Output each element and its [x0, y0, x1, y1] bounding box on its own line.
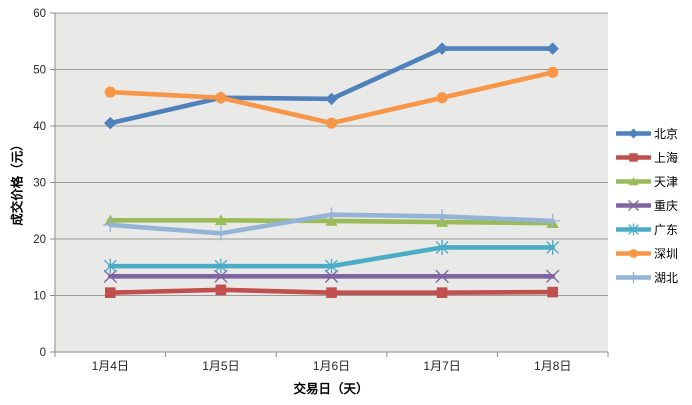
series-5-marker-0 [104, 86, 116, 98]
legend-marker-plus [627, 271, 640, 283]
series-1-marker-3 [436, 287, 448, 298]
y-tick-label-50: 50 [33, 65, 46, 77]
series-4-marker-3 [435, 239, 449, 256]
legend-item-5: 深圳 [616, 241, 678, 265]
series-3-marker-2 [324, 269, 339, 283]
legend-swatch [616, 271, 651, 283]
x-category-label-2: 1月6日 [313, 359, 350, 373]
legend-marker-square [629, 152, 638, 162]
legend-item-1: 上海 [616, 145, 678, 169]
legend-swatch [616, 128, 651, 138]
series-0-marker-0 [104, 116, 117, 130]
series-1-marker-2 [326, 287, 337, 298]
x-category-label-1: 1月5日 [202, 359, 239, 373]
x-category-label-0: 1月4日 [92, 359, 129, 373]
series-0-marker-3 [435, 42, 449, 55]
legend-marker-triangle [628, 176, 639, 185]
series-4-marker-0 [104, 258, 117, 274]
series-3-marker-3 [435, 269, 449, 283]
y-tick-label-10: 10 [33, 291, 46, 303]
legend-label: 重庆 [654, 198, 679, 213]
legend-item-2: 天津 [616, 169, 678, 193]
series-3-marker-0 [103, 269, 117, 283]
legend-label: 上海 [654, 150, 679, 165]
series-0-marker-2 [325, 92, 338, 106]
legend-label: 北京 [654, 126, 679, 141]
y-tick-label-60: 60 [33, 8, 46, 20]
y-tick-label-30: 30 [33, 178, 46, 190]
series-2-marker-1 [214, 214, 227, 226]
legend-swatch [616, 222, 651, 236]
series-1-marker-4 [547, 286, 558, 298]
legend-item-4: 广东 [616, 217, 678, 241]
series-4-marker-1 [214, 258, 228, 274]
y-tick-label-40: 40 [33, 121, 46, 133]
legend-swatch [616, 152, 651, 162]
chart-legend: 北京上海天津重庆广东深圳湖北 [616, 121, 678, 289]
series-4-marker-2 [325, 258, 338, 274]
y-tick-label-0: 0 [40, 347, 46, 359]
legend-swatch [616, 248, 651, 258]
series-6-marker-3 [434, 209, 450, 224]
x-axis-title: 交易日（天） [293, 382, 369, 396]
legend-label: 广东 [654, 222, 679, 237]
legend-label: 湖北 [654, 270, 679, 285]
series-3-marker-4 [546, 269, 560, 283]
legend-marker-asterisk [628, 222, 639, 236]
series-6-marker-1 [213, 226, 229, 241]
legend-marker-diamond [628, 128, 639, 138]
series-5-marker-4 [547, 66, 559, 78]
legend-marker-x [628, 199, 639, 211]
x-category-label-4: 1月8日 [534, 359, 571, 373]
y-tick-label-20: 20 [33, 234, 46, 246]
series-4-marker-4 [546, 239, 559, 256]
x-category-label-3: 1月7日 [423, 359, 460, 373]
legend-item-3: 重庆 [616, 193, 678, 217]
legend-label: 深圳 [654, 246, 679, 261]
y-axis-title: 成交价格（元） [10, 138, 25, 226]
legend-swatch [616, 199, 651, 211]
series-5-marker-1 [215, 92, 227, 104]
series-5-marker-3 [436, 92, 448, 104]
series-5-marker-2 [325, 117, 338, 129]
series-0-marker-4 [546, 42, 559, 55]
legend-item-6: 湖北 [616, 265, 678, 289]
series-1-marker-0 [105, 287, 116, 298]
legend-item-0: 北京 [616, 121, 678, 145]
series-1-marker-1 [215, 284, 227, 296]
legend-swatch [616, 176, 651, 185]
legend-label: 天津 [654, 174, 679, 189]
series-6-marker-0 [102, 217, 118, 233]
series-3-marker-1 [214, 269, 228, 283]
series-6-marker-4 [545, 213, 561, 229]
legend-marker-circle [629, 248, 638, 258]
series-6-marker-2 [324, 207, 339, 223]
